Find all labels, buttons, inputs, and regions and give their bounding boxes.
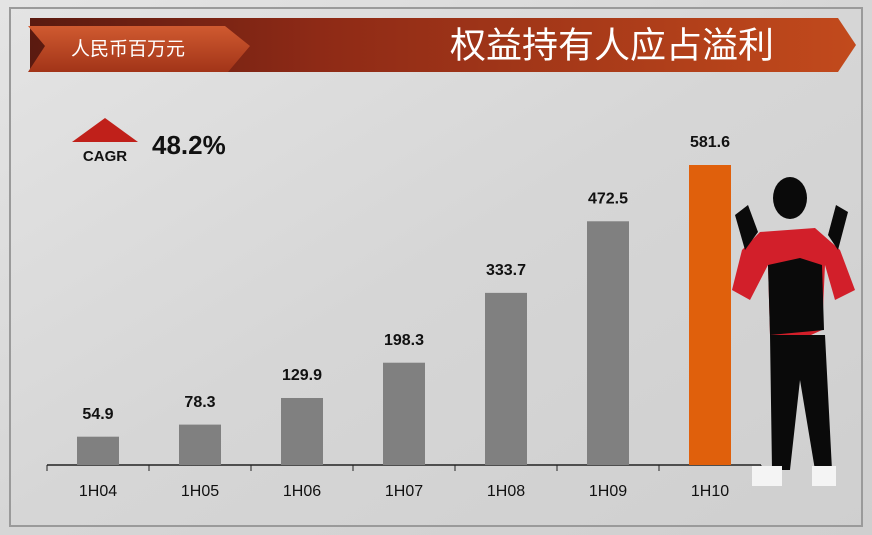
- value-label: 54.9: [82, 406, 113, 423]
- x-tick-label: 1H05: [181, 483, 219, 500]
- bar: [383, 363, 425, 465]
- bar: [281, 398, 323, 465]
- x-tick-label: 1H09: [589, 483, 627, 500]
- x-tick-label: 1H10: [691, 483, 729, 500]
- unit-label: 人民币百万元: [71, 38, 185, 60]
- value-label: 333.7: [486, 262, 526, 279]
- cagr-value: 48.2%: [152, 130, 226, 160]
- bar: [587, 221, 629, 465]
- cagr-label: CAGR: [83, 148, 127, 165]
- bar: [179, 425, 221, 465]
- x-tick-label: 1H08: [487, 483, 525, 500]
- value-label: 198.3: [384, 332, 424, 349]
- chart-title: 权益持有人应占溢利: [450, 25, 774, 66]
- bar: [77, 437, 119, 465]
- x-tick-label: 1H06: [283, 483, 321, 500]
- x-tick-label: 1H04: [79, 483, 117, 500]
- value-label: 129.9: [282, 367, 322, 384]
- bar: [689, 165, 731, 465]
- value-label: 581.6: [690, 134, 730, 151]
- chart: 人民币百万元 权益持有人应占溢利 CAGR 48.2% 54.9 1H04 78.3…: [0, 0, 872, 535]
- value-label: 472.5: [588, 190, 628, 207]
- value-label: 78.3: [184, 394, 215, 411]
- bar: [485, 293, 527, 465]
- x-tick-label: 1H07: [385, 483, 423, 500]
